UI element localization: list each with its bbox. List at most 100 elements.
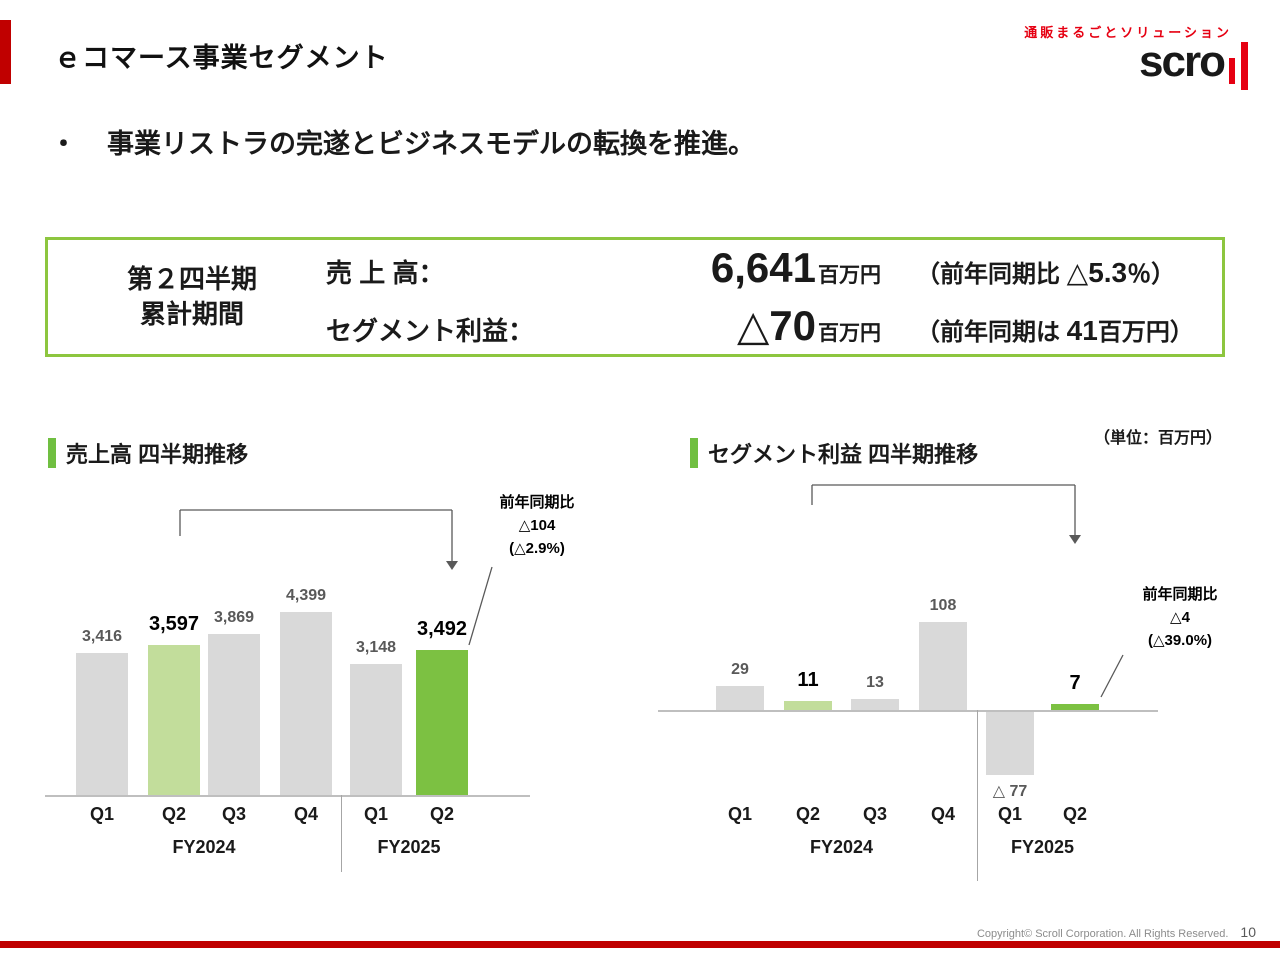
bar-value-label: 7 xyxy=(1069,672,1081,694)
fiscal-year-label: FY2024 xyxy=(809,837,874,857)
yoy-annotation: 前年同期比 △4 (△39.0%) xyxy=(1105,583,1255,652)
brand-tagline: 通販まるごとソリューション xyxy=(1024,25,1232,40)
bullet-marker: ・ xyxy=(50,129,77,159)
bar-fy2024-q2 xyxy=(784,701,832,710)
title-accent-bar xyxy=(0,20,11,84)
summary-period: 第２四半期 累計期間 xyxy=(86,262,298,332)
x-axis-label: Q2 xyxy=(1062,804,1087,824)
yoy-annotation: 前年同期比 △104 (△2.9%) xyxy=(452,491,622,560)
sales-note-suffix: ％） xyxy=(1127,261,1176,288)
fiscal-year-divider xyxy=(341,795,342,872)
yoy-annotation-line: (△2.9%) xyxy=(509,540,565,557)
bar-value-label: 108 xyxy=(929,597,957,614)
footer: Copyright© Scroll Corporation. All Right… xyxy=(977,924,1256,940)
chart-title-accent xyxy=(48,438,56,468)
unit-note: （単位：百万円） xyxy=(1093,430,1222,447)
sales-chart-title: 売上高 四半期推移 xyxy=(66,442,249,467)
sales-value: 6,641百万円 xyxy=(671,244,881,292)
bar-fy2024-q1 xyxy=(716,686,764,710)
bar-value-label: 3,492 xyxy=(416,618,468,640)
x-axis-label: Q2 xyxy=(161,804,186,824)
x-axis-label: Q3 xyxy=(221,804,246,824)
axis-baseline xyxy=(45,795,530,797)
profit-value: △70百万円 xyxy=(671,301,881,350)
summary-row-segment-profit: セグメント利益： △70百万円 （前年同期は 41百万円） xyxy=(326,301,1222,350)
profit-yoy-note: （前年同期は 41百万円） xyxy=(916,312,1194,347)
fiscal-year-label: FY2024 xyxy=(172,837,236,857)
yoy-bracket-arrow xyxy=(179,509,493,646)
fiscal-year-label: FY2025 xyxy=(1010,837,1075,857)
bar-value-label: 3,416 xyxy=(81,628,123,645)
bar-fy2024-q4 xyxy=(280,612,332,795)
profit-label: セグメント利益： xyxy=(326,316,535,346)
summary-rows: 売 上 高： 6,641百万円 （前年同期比 △5.3％） セグメント利益： △… xyxy=(326,244,1222,350)
yoy-bracket-arrow xyxy=(811,484,1124,698)
x-axis-label: Q1 xyxy=(89,804,114,824)
scroll-logo: scro xyxy=(1139,37,1248,90)
sales-yoy-note: （前年同期比 △5.3％） xyxy=(916,254,1175,289)
bar-value-label: 4,399 xyxy=(285,587,327,604)
x-axis-label: Q4 xyxy=(930,804,955,824)
sales-unit: 百万円 xyxy=(818,264,881,287)
bar-value-label: △ 77 xyxy=(992,783,1028,800)
bullet-text: 事業リストラの完遂とビジネスモデルの転換を推進。 xyxy=(107,129,755,159)
sales-chart-header: 売上高 四半期推移 xyxy=(48,437,248,469)
segment-profit-quarterly-chart: セグメント利益 四半期推移 29 11 13 108 △ 77 7 Q1 Q2 Q3 Q4 Q1 Q2… xyxy=(640,425,1240,903)
bar-value-label: 11 xyxy=(797,669,819,691)
bullet-line: ・ 事業リストラの完遂とビジネスモデルの転換を推進。 xyxy=(50,122,755,161)
profit-note-value: 41 xyxy=(1066,315,1098,346)
axis-baseline xyxy=(658,710,1158,712)
profit-note-prefix: （前年同期は xyxy=(916,319,1067,346)
sales-note-prefix: （前年同期比 xyxy=(916,261,1067,288)
fiscal-year-label: FY2025 xyxy=(377,837,441,857)
sales-amount: 6,641 xyxy=(710,244,816,291)
bar-fy2024-q1 xyxy=(76,653,128,795)
bar-fy2025-q2 xyxy=(1051,704,1099,710)
bar-value-label: 3,869 xyxy=(213,609,255,626)
bar-value-label: 13 xyxy=(866,674,884,691)
bar-value-label: 3,148 xyxy=(355,639,397,656)
profit-chart-title: セグメント利益 四半期推移 xyxy=(708,442,979,467)
bar-fy2024-q3 xyxy=(208,634,260,795)
bar-fy2024-q2 xyxy=(148,645,200,795)
bar-fy2024-q4 xyxy=(919,622,967,710)
yoy-annotation-line: (△39.0%) xyxy=(1147,632,1213,649)
x-axis-label: Q1 xyxy=(997,804,1022,824)
x-axis-label: Q4 xyxy=(293,804,318,824)
yoy-annotation-line: 前年同期比 xyxy=(1142,586,1218,603)
logo-bar-icon xyxy=(1241,42,1248,90)
chart-title-accent xyxy=(690,438,698,468)
profit-unit: 百万円 xyxy=(818,322,881,345)
profit-note-suffix: 百万円） xyxy=(1097,319,1194,346)
bar-fy2024-q3 xyxy=(851,699,899,710)
profit-amount: △70 xyxy=(736,302,816,349)
fiscal-year-divider xyxy=(977,710,978,881)
page-title: ｅコマース事業セグメント xyxy=(54,43,389,73)
bar-fy2025-q1 xyxy=(350,664,402,795)
x-axis-label: Q1 xyxy=(363,804,388,824)
page-number: 10 xyxy=(1240,924,1256,940)
sales-label: 売 上 高： xyxy=(326,258,445,288)
bar-fy2025-q1 xyxy=(986,712,1034,775)
summary-period-line1: 第２四半期 xyxy=(126,263,257,294)
logo-text: scro xyxy=(1139,37,1226,86)
logo-bar-icon xyxy=(1229,58,1235,84)
sales-note-value: △5.3 xyxy=(1066,257,1128,288)
summary-box: 第２四半期 累計期間 売 上 高： 6,641百万円 （前年同期比 △5.3％）… xyxy=(45,237,1225,357)
yoy-annotation-line: 前年同期比 xyxy=(499,494,575,511)
bar-value-label: 3,597 xyxy=(148,613,200,635)
copyright-text: Copyright© Scroll Corporation. All Right… xyxy=(976,928,1229,940)
x-axis-label: Q2 xyxy=(795,804,820,824)
yoy-annotation-line: △104 xyxy=(518,517,556,534)
bar-fy2025-q2 xyxy=(416,650,468,795)
summary-row-sales: 売 上 高： 6,641百万円 （前年同期比 △5.3％） xyxy=(326,244,1222,292)
profit-chart-header: セグメント利益 四半期推移 xyxy=(690,437,978,469)
x-axis-label: Q3 xyxy=(862,804,887,824)
x-axis-label: Q2 xyxy=(429,804,454,824)
x-axis-label: Q1 xyxy=(727,804,752,824)
sales-quarterly-chart: 売上高 四半期推移 3,416 3,597 3,869 4,399 3,148 3,492… xyxy=(40,425,640,903)
summary-period-line2: 累計期間 xyxy=(139,299,244,329)
footer-accent-bar xyxy=(0,941,1280,948)
bar-value-label: 29 xyxy=(731,661,749,678)
yoy-annotation-line: △4 xyxy=(1170,609,1190,626)
